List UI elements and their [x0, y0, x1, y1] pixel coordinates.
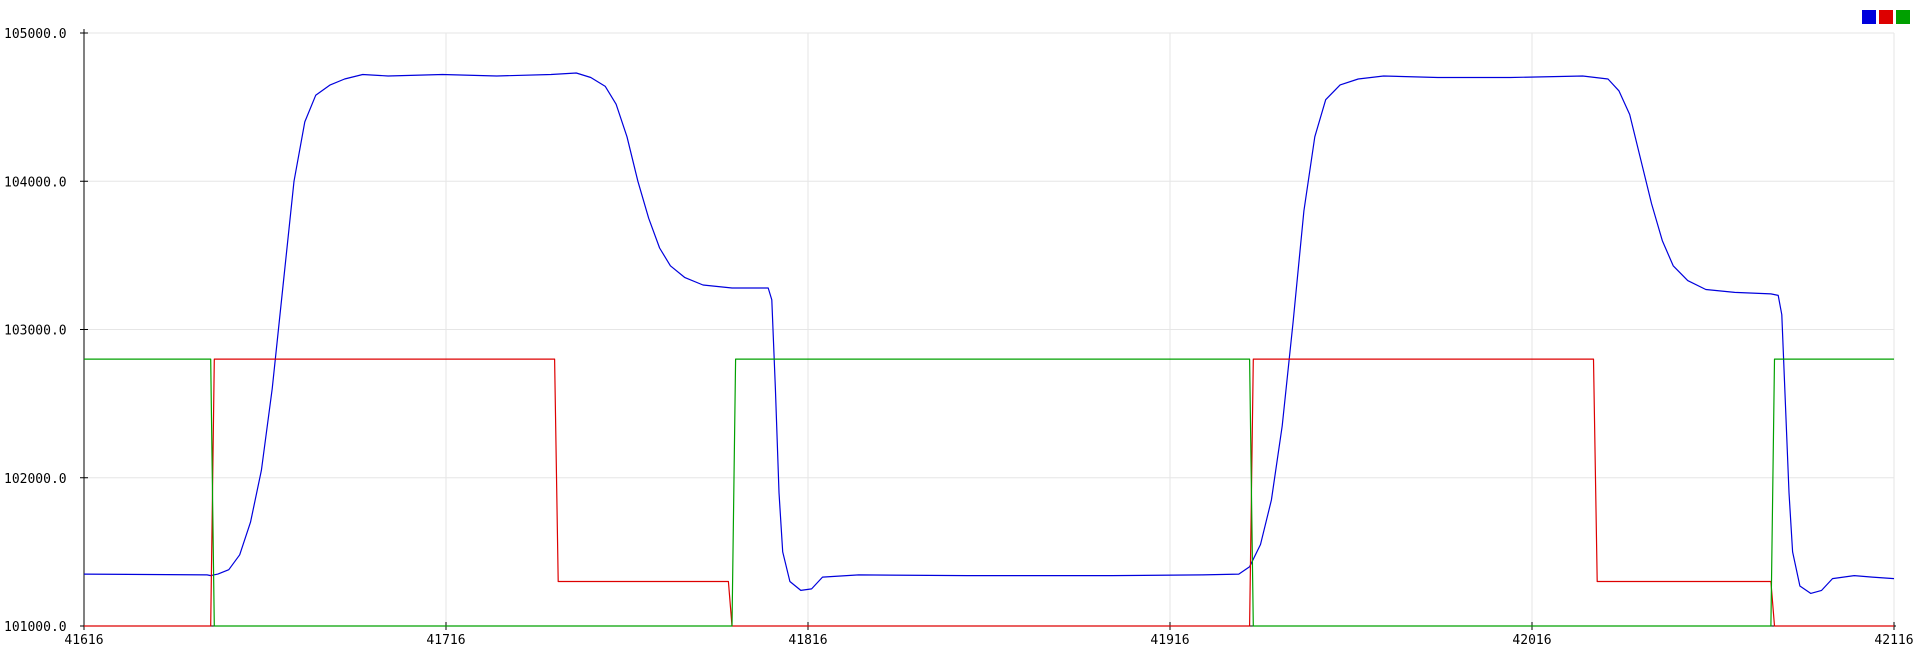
y-tick-label-4: 105000.0: [4, 27, 67, 42]
legend-swatch-1: [1879, 10, 1893, 24]
series-lines: [83, 72, 1895, 627]
axes: [83, 29, 1896, 627]
x-tick-label-5: 42116: [1874, 633, 1913, 648]
y-tick-label-3: 104000.0: [4, 175, 67, 190]
x-tick-label-4: 42016: [1512, 633, 1551, 648]
series-line-2: [84, 358, 1894, 627]
legend-swatch-0: [1862, 10, 1876, 24]
grid-lines: [83, 32, 1895, 627]
x-tick-label-3: 41916: [1150, 633, 1189, 648]
y-tick-label-0: 101000.0: [4, 620, 67, 635]
y-tick-label-2: 103000.0: [4, 324, 67, 339]
series-line-1: [84, 358, 1894, 627]
x-tick-label-2: 41816: [788, 633, 827, 648]
legend: [1862, 10, 1910, 24]
x-tick-label-0: 41616: [64, 633, 103, 648]
series-line-0: [83, 72, 1895, 595]
legend-swatch-2: [1896, 10, 1910, 24]
y-tick-label-1: 102000.0: [4, 472, 67, 487]
tick-marks: 101000.0 102000.0 103000.0 104000.0 105000.0…: [4, 27, 1914, 648]
x-tick-label-1: 41716: [426, 633, 465, 648]
